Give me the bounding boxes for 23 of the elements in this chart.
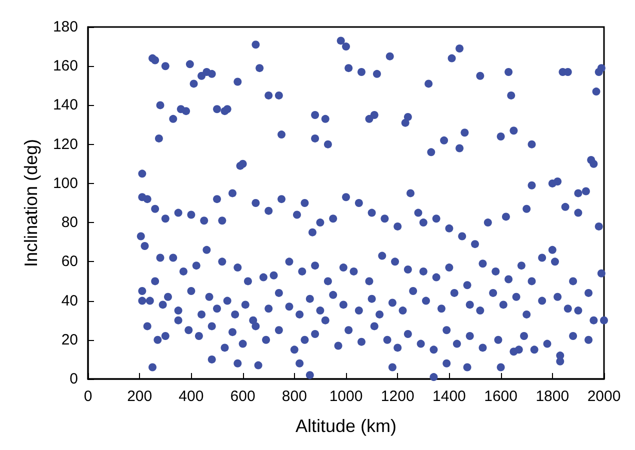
x-tick-label: 200 [127, 388, 152, 405]
y-tick-label: 140 [52, 96, 78, 114]
y-tick-label: 160 [52, 58, 78, 75]
y-tick-label: 120 [52, 136, 78, 153]
x-tick-label: 1400 [432, 388, 466, 405]
x-tick-label: 800 [282, 388, 307, 405]
y-tick-label: 60 [61, 253, 78, 270]
x-tick-label: 1800 [536, 388, 570, 405]
x-tick-label: 400 [178, 388, 204, 405]
y-tick-label: 100 [52, 174, 78, 192]
x-tick-label: 1200 [380, 388, 414, 405]
y-tick-label: 40 [61, 292, 78, 310]
y-tick-label: 20 [61, 331, 78, 348]
y-tick-label: 80 [61, 214, 78, 232]
x-axis-title: Altitude (km) [295, 416, 397, 436]
x-tick-label: 600 [230, 388, 256, 405]
x-tick-label: 0 [84, 388, 92, 405]
y-tick-label: 0 [70, 370, 78, 388]
x-tick-label: 1600 [484, 388, 518, 405]
x-tick-label: 2000 [587, 388, 621, 405]
x-tick-label: 1000 [329, 388, 363, 405]
y-axis-title: Inclination (deg) [21, 138, 41, 268]
y-tick-label: 180 [52, 18, 78, 36]
